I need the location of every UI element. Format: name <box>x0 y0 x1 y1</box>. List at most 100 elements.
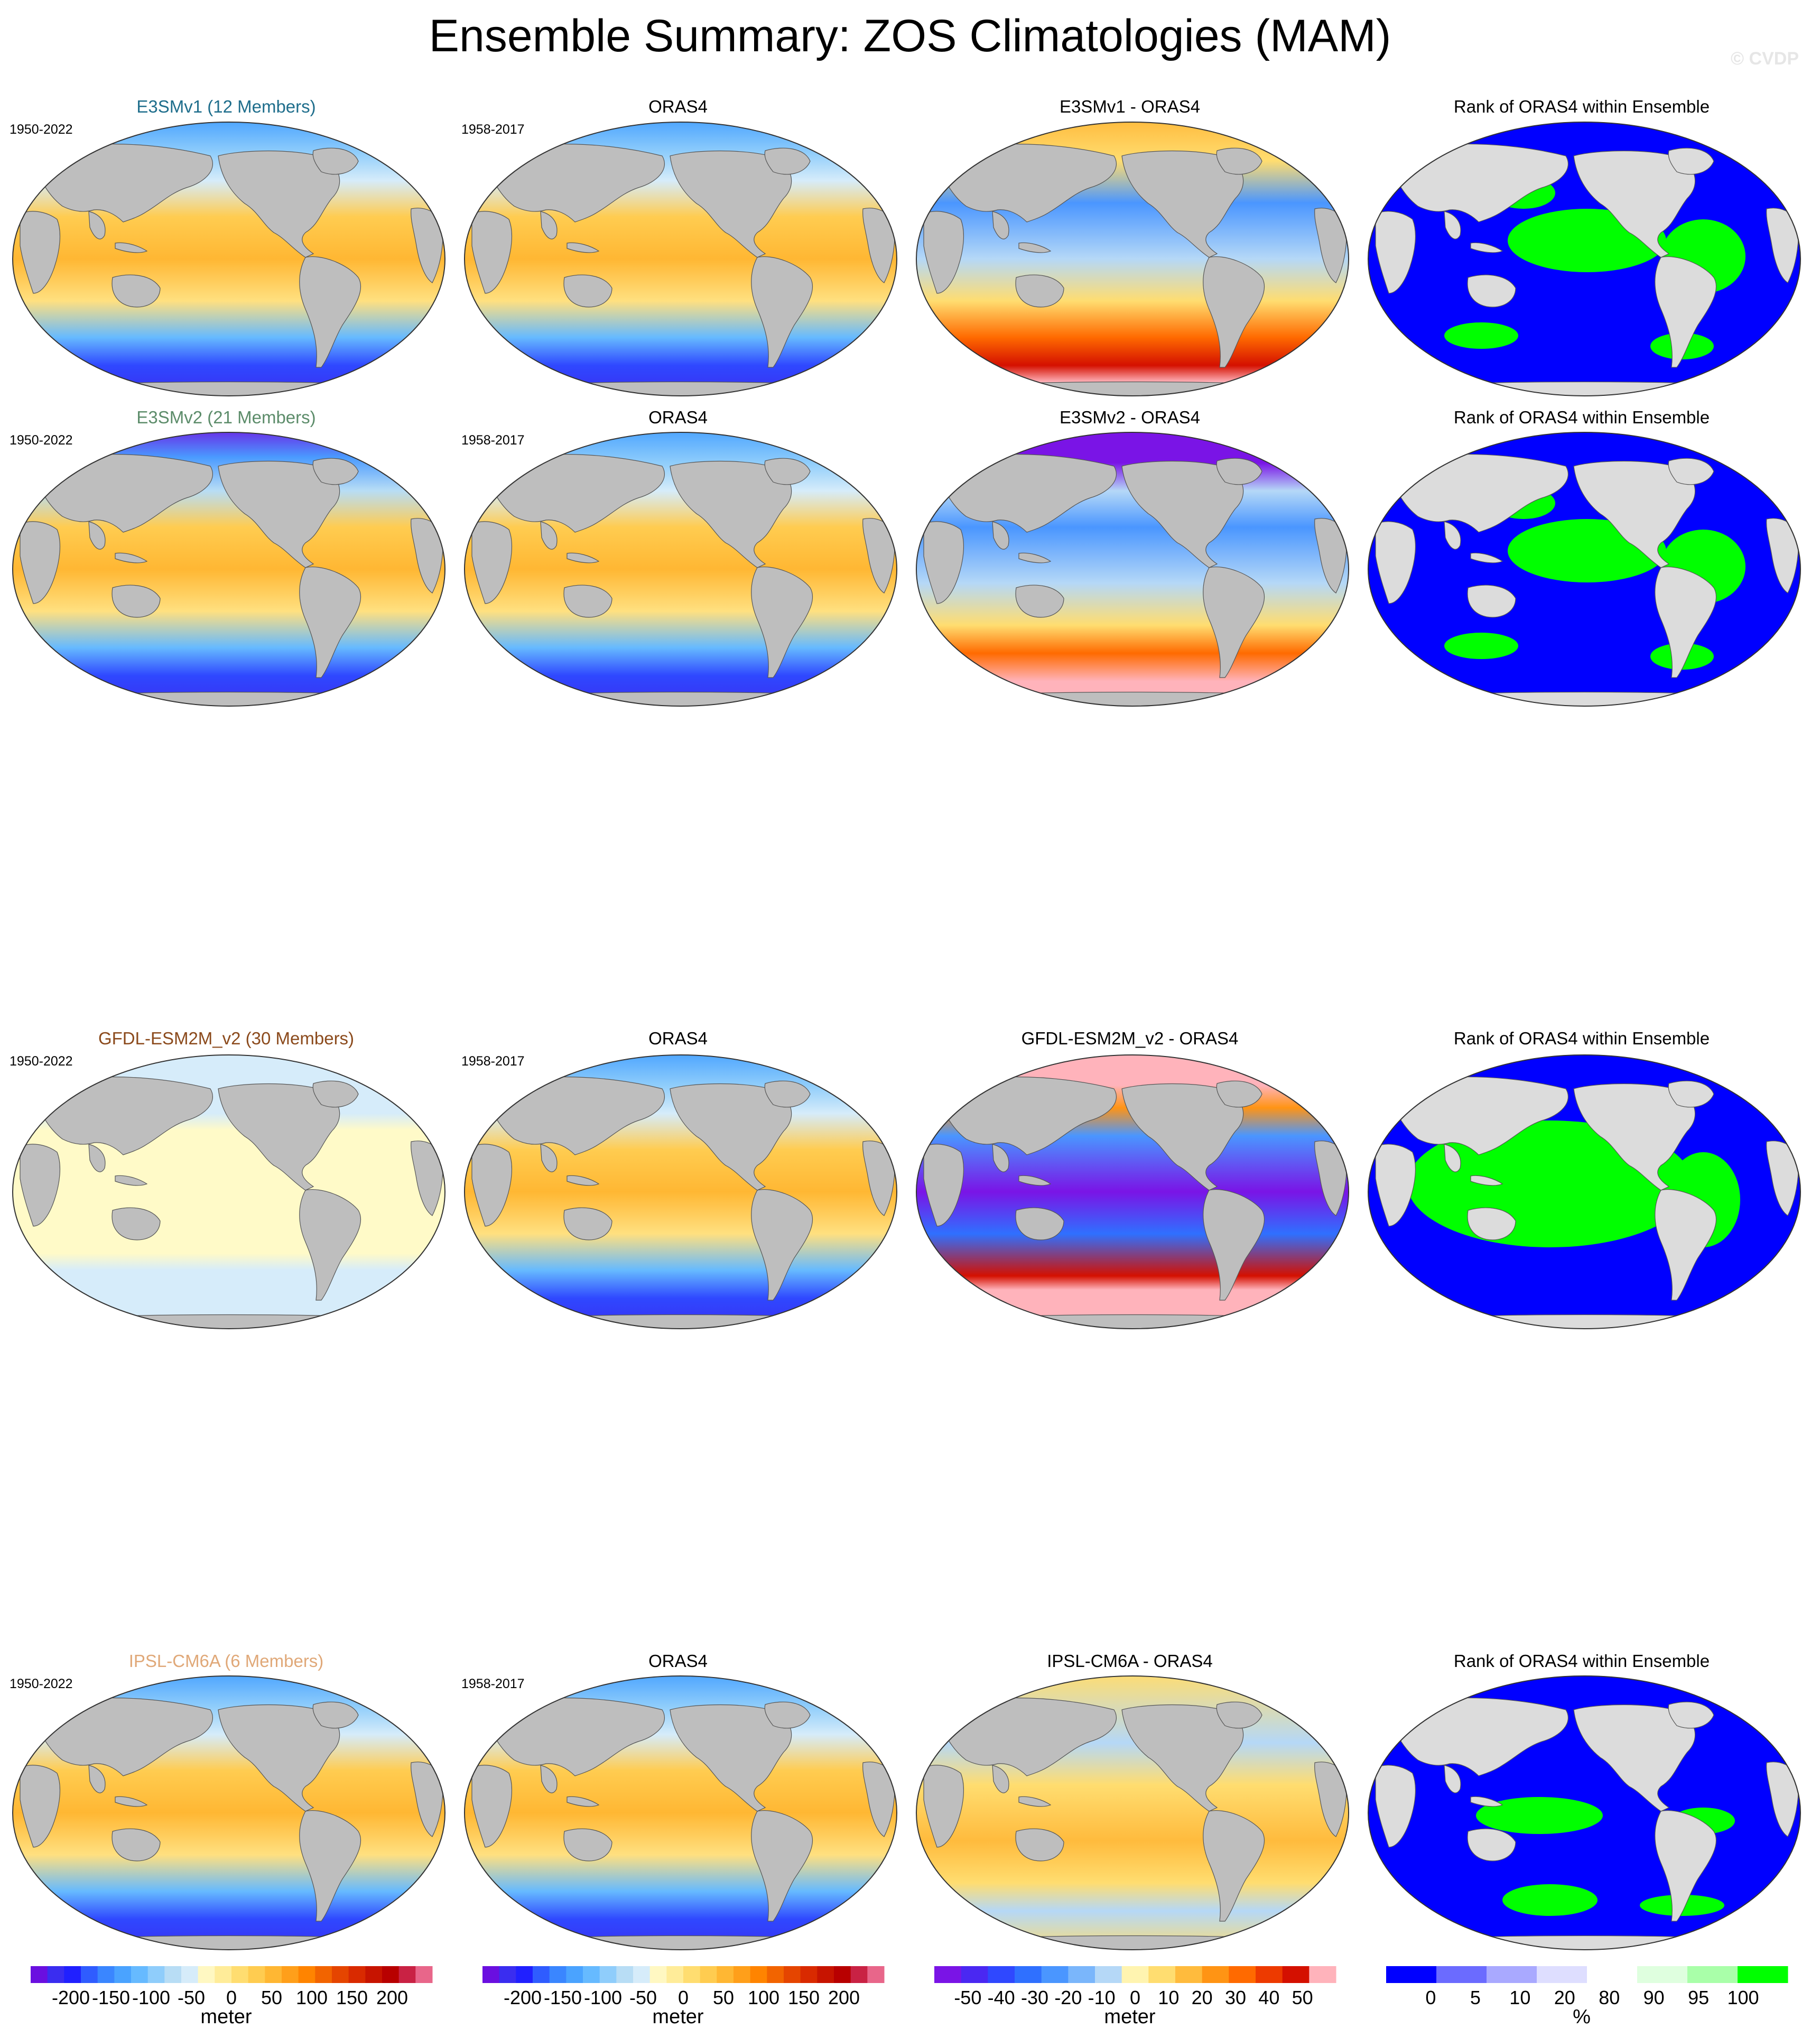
ensemble-title: E3SMv2 (21 Members) <box>136 407 316 427</box>
land-mass <box>482 1076 665 1155</box>
colorbar-tick-label: -200 <box>52 1987 90 2008</box>
land-mass <box>20 1144 61 1227</box>
map-outline <box>12 432 445 707</box>
land-mass <box>1655 256 1717 368</box>
map-outline <box>12 122 445 396</box>
land-mass <box>1444 1765 1461 1793</box>
land-mass <box>567 1175 600 1186</box>
rank-map <box>1368 1054 1801 1329</box>
colorbar-swatch <box>717 1966 734 1983</box>
land-mass <box>312 1080 359 1108</box>
land-mass <box>1655 567 1717 678</box>
period-label: 1958-2017 <box>461 1676 525 1691</box>
land-mass <box>764 1701 811 1729</box>
rank-title: Rank of ORAS4 within Ensemble <box>1453 1029 1710 1048</box>
colorbar-tick-label: -200 <box>504 1987 542 2008</box>
land-mass <box>299 256 361 368</box>
diff-title: IPSL-CM6A - ORAS4 <box>1047 1651 1213 1671</box>
land-mass <box>1018 1175 1052 1186</box>
land-mass <box>1375 1765 1416 1848</box>
colorbar-swatch <box>988 1966 1015 1983</box>
colorbar-swatch <box>1256 1966 1283 1983</box>
land-mass <box>1655 1189 1717 1301</box>
colorbar-tick-label: 20 <box>1192 1987 1213 2008</box>
land-mass <box>471 1765 513 1848</box>
colorbar-swatch <box>81 1966 98 1983</box>
land-mass <box>1386 143 1568 223</box>
colorbar-swatch <box>1041 1966 1069 1983</box>
colorbar-swatch <box>1436 1966 1487 1983</box>
colorbar-swatch <box>348 1966 366 1983</box>
land-mass <box>1015 585 1064 618</box>
colorbar-swatch <box>131 1966 148 1983</box>
land-mass <box>1018 1796 1052 1807</box>
land-mass <box>312 147 359 175</box>
map-outline <box>916 1054 1349 1329</box>
colorbar-swatch <box>31 1966 48 1983</box>
period-label: 1958-2017 <box>461 1054 525 1069</box>
land-mass <box>751 1189 813 1301</box>
colorbar-swatch <box>666 1966 684 1983</box>
map-outline <box>1368 432 1801 707</box>
colorbar-swatch <box>398 1966 416 1983</box>
colorbar-tick-label: 150 <box>788 1987 820 2008</box>
colorbar-tick-label: -150 <box>544 1987 582 2008</box>
map-outline <box>464 1675 897 1950</box>
land-mass <box>923 1765 964 1848</box>
land-mass <box>471 1144 513 1227</box>
colorbar-swatch <box>750 1966 767 1983</box>
colorbar-swatch <box>800 1966 818 1983</box>
figure-title: Ensemble Summary: ZOS Climatologies (MAM… <box>429 11 1391 61</box>
ensemble-mean-map <box>12 1054 445 1329</box>
land-mass <box>115 1796 148 1807</box>
obs-map <box>464 432 897 707</box>
land-mass <box>1018 242 1052 253</box>
colorbar-unit: meter <box>200 2006 252 2028</box>
colorbar-tick-label: -150 <box>92 1987 130 2008</box>
land-mass <box>1386 453 1568 533</box>
colorbar-swatch <box>332 1966 349 1983</box>
land-mass <box>30 143 213 223</box>
land-mass <box>115 1175 148 1186</box>
colorbar-swatch <box>733 1966 751 1983</box>
colorbar-swatch <box>248 1966 265 1983</box>
colorbar-4: 0 5 10 20 80 90 95 100 <box>1386 1966 1788 2008</box>
colorbar-swatch <box>700 1966 717 1983</box>
colorbar-swatch <box>566 1966 583 1983</box>
land-mass <box>764 1080 811 1108</box>
obs-title: ORAS4 <box>648 97 708 116</box>
colorbar-swatch <box>1148 1966 1176 1983</box>
land-mass <box>992 1144 1009 1172</box>
colorbar-swatch <box>215 1966 232 1983</box>
land-mass <box>88 1144 106 1172</box>
land-mass <box>934 1076 1117 1155</box>
land-mass <box>299 567 361 678</box>
rank-title: Rank of ORAS4 within Ensemble <box>1453 1651 1710 1671</box>
colorbar-swatch <box>181 1966 199 1983</box>
rank-high-region <box>1502 1884 1598 1916</box>
difference-map <box>916 122 1349 396</box>
colorbar-swatch <box>867 1966 885 1983</box>
land-mass <box>30 1076 213 1155</box>
land-mass <box>923 1144 964 1227</box>
land-mass <box>1467 274 1516 308</box>
land-mass <box>751 567 813 678</box>
colorbar-swatch <box>114 1966 132 1983</box>
land-mass <box>563 274 612 308</box>
colorbar-swatch <box>97 1966 115 1983</box>
land-mass <box>540 521 558 550</box>
colorbar-tick-label: 10 <box>1509 1987 1530 2008</box>
land-mass <box>1203 1189 1265 1301</box>
land-mass <box>115 242 148 253</box>
colorbar-swatch <box>683 1966 701 1983</box>
land-mass <box>20 211 61 294</box>
colorbar-tick-label: -50 <box>629 1987 657 2008</box>
colorbar-swatch <box>516 1966 533 1983</box>
colorbar-swatch <box>1487 1966 1537 1983</box>
land-mass <box>1470 1175 1503 1186</box>
land-mass <box>482 143 665 223</box>
obs-title: ORAS4 <box>648 1651 708 1671</box>
land-mass <box>1467 585 1516 618</box>
land-mass <box>88 1765 106 1793</box>
land-mass <box>1668 458 1714 485</box>
